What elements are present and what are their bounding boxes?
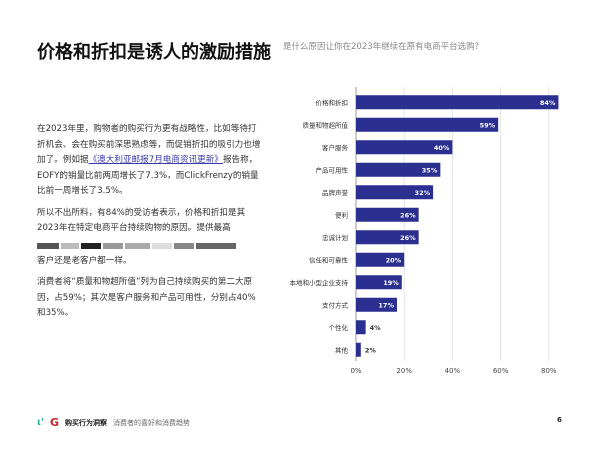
footer-brand: 购买行为洞察 (65, 418, 107, 427)
category-label: 价格和折扣 (316, 98, 349, 107)
category-label: 其他 (335, 345, 349, 354)
footer: ι' G 购买行为洞察 消费者的喜好和消费趋势 (37, 416, 190, 429)
g-logo-icon: G (49, 416, 59, 429)
bar (356, 320, 366, 335)
text: 所以不出所料，有84%的受访者表示，价格和折扣是其2023年在特定电商平台持续购… (37, 207, 246, 234)
category-label: 产品可用性 (316, 165, 349, 174)
value-label: 40% (434, 144, 450, 152)
value-label: 20% (386, 256, 402, 264)
bar (356, 162, 441, 177)
value-label: 35% (422, 166, 438, 174)
category-label: 本地和小型企业支持 (290, 278, 349, 287)
category-label: 客户服务 (322, 143, 349, 152)
text: 报告称，EOFY的销量比前两周增长了7.3%，而ClickFrenzy的销量比前… (37, 155, 259, 196)
value-label: 32% (415, 189, 431, 197)
logo-icon: ι' (37, 417, 44, 428)
text: 在2023年里，购物者的购买行为更有战略性，比如等待打折机会、会在购买前深思熟虑… (37, 124, 261, 165)
category-label: 品牌声誉 (322, 188, 349, 197)
bar (356, 275, 402, 290)
value-label: 2% (365, 346, 377, 354)
x-tick-label: 0% (350, 367, 361, 375)
bar (356, 185, 434, 200)
paragraph-3: 消费者将“质量和物超所值”列为自己持续购买的第二大原因，占59%；其次是客户服务… (37, 277, 256, 318)
value-label: 17% (378, 301, 394, 309)
bar (356, 95, 559, 110)
bar (356, 230, 419, 245)
category-label: 质量和物超所值 (303, 120, 349, 129)
x-tick-label: 40% (445, 367, 461, 375)
category-label: 个性化 (329, 323, 349, 332)
page-title: 价格和折扣是诱人的激励措施 (37, 42, 271, 63)
bar (356, 207, 419, 222)
category-label: 便利 (335, 210, 348, 219)
value-label: 26% (400, 234, 416, 242)
value-label: 59% (480, 121, 496, 129)
x-tick-label: 80% (541, 367, 557, 375)
bar (356, 342, 361, 357)
rendering-artifact (37, 242, 262, 249)
footer-subtitle: 消费者的喜好和消费趋势 (113, 418, 190, 427)
value-label: 4% (370, 324, 382, 332)
x-tick-label: 20% (396, 367, 412, 375)
value-label: 84% (540, 99, 556, 107)
category-label: 支付方式 (322, 300, 349, 309)
value-label: 26% (400, 211, 416, 219)
bar (356, 140, 453, 155)
bar (356, 117, 499, 132)
report-link[interactable]: 《澳大利亚邮报7月电商资讯更新》 (88, 155, 223, 165)
x-tick-label: 60% (493, 367, 509, 375)
bar (356, 252, 405, 267)
paragraph-2: 所以不出所料，有84%的受访者表示，价格和折扣是其2023年在特定电商平台持续购… (37, 206, 262, 237)
value-label: 19% (383, 279, 399, 287)
paragraph-2b: 客户还是老客户都一样。 (37, 254, 262, 270)
page-number: 6 (557, 416, 562, 424)
paragraph-1: 在2023年里，购物者的购买行为更有战略性，比如等待打折机会、会在购买前深思熟虑… (37, 122, 262, 200)
text: 客户还是老客户都一样。 (37, 255, 132, 266)
body-text: 在2023年里，购物者的购买行为更有战略性，比如等待打折机会、会在购买前深思熟虑… (37, 122, 262, 328)
chart-title: 是什么原因让你在2023年继续在原有电商平台选购? (283, 42, 480, 52)
bar (356, 297, 397, 312)
category-label: 忠诚计划 (322, 233, 348, 242)
category-label: 信任和可靠性 (309, 255, 349, 264)
